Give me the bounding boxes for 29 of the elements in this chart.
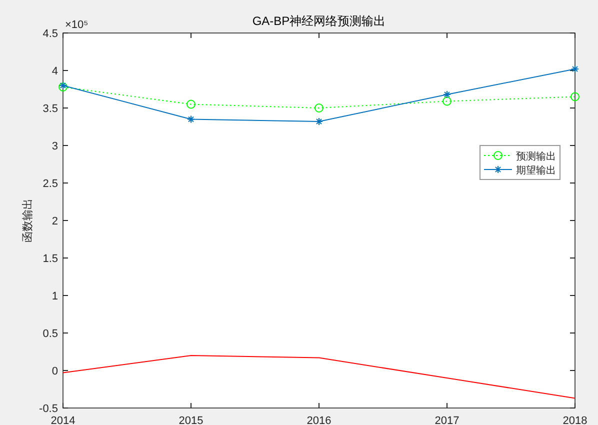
y-tick-label: 2: [52, 216, 58, 228]
y-tick-label: 1: [52, 290, 58, 302]
point: [571, 65, 579, 73]
chart-title: GA-BP神经网络预测输出: [252, 14, 386, 28]
text: ×10⁵: [65, 19, 88, 31]
point: [443, 90, 451, 98]
point: [570, 92, 580, 102]
y-tick-label: 2.5: [42, 178, 58, 190]
x-tick-label: 2018: [562, 415, 588, 425]
legend-label: 期望输出: [516, 164, 556, 176]
x-tick-label: 2015: [178, 415, 204, 425]
y-tick-label: 0: [52, 366, 58, 378]
x-tick-label: 2016: [306, 415, 332, 425]
point: [442, 96, 452, 106]
y-tick-label: 3: [52, 140, 58, 152]
y-tick-label: 4: [52, 66, 58, 78]
legend-label: 预测输出: [516, 150, 556, 162]
y-tick-label: 1.5: [42, 253, 58, 265]
point: [187, 115, 195, 124]
y-tick-label: 4.5: [42, 28, 58, 40]
y-tick-label: -0.5: [39, 403, 58, 415]
x-tick-label: 2014: [50, 415, 76, 425]
point: [314, 104, 324, 112]
y-tick-label: 0.5: [42, 328, 58, 340]
y-tick-label: 3.5: [42, 103, 58, 115]
point: [315, 118, 323, 126]
point: [186, 100, 196, 109]
x-tick-label: 2017: [434, 415, 460, 425]
y-axis-title: 函数输出: [21, 198, 34, 242]
